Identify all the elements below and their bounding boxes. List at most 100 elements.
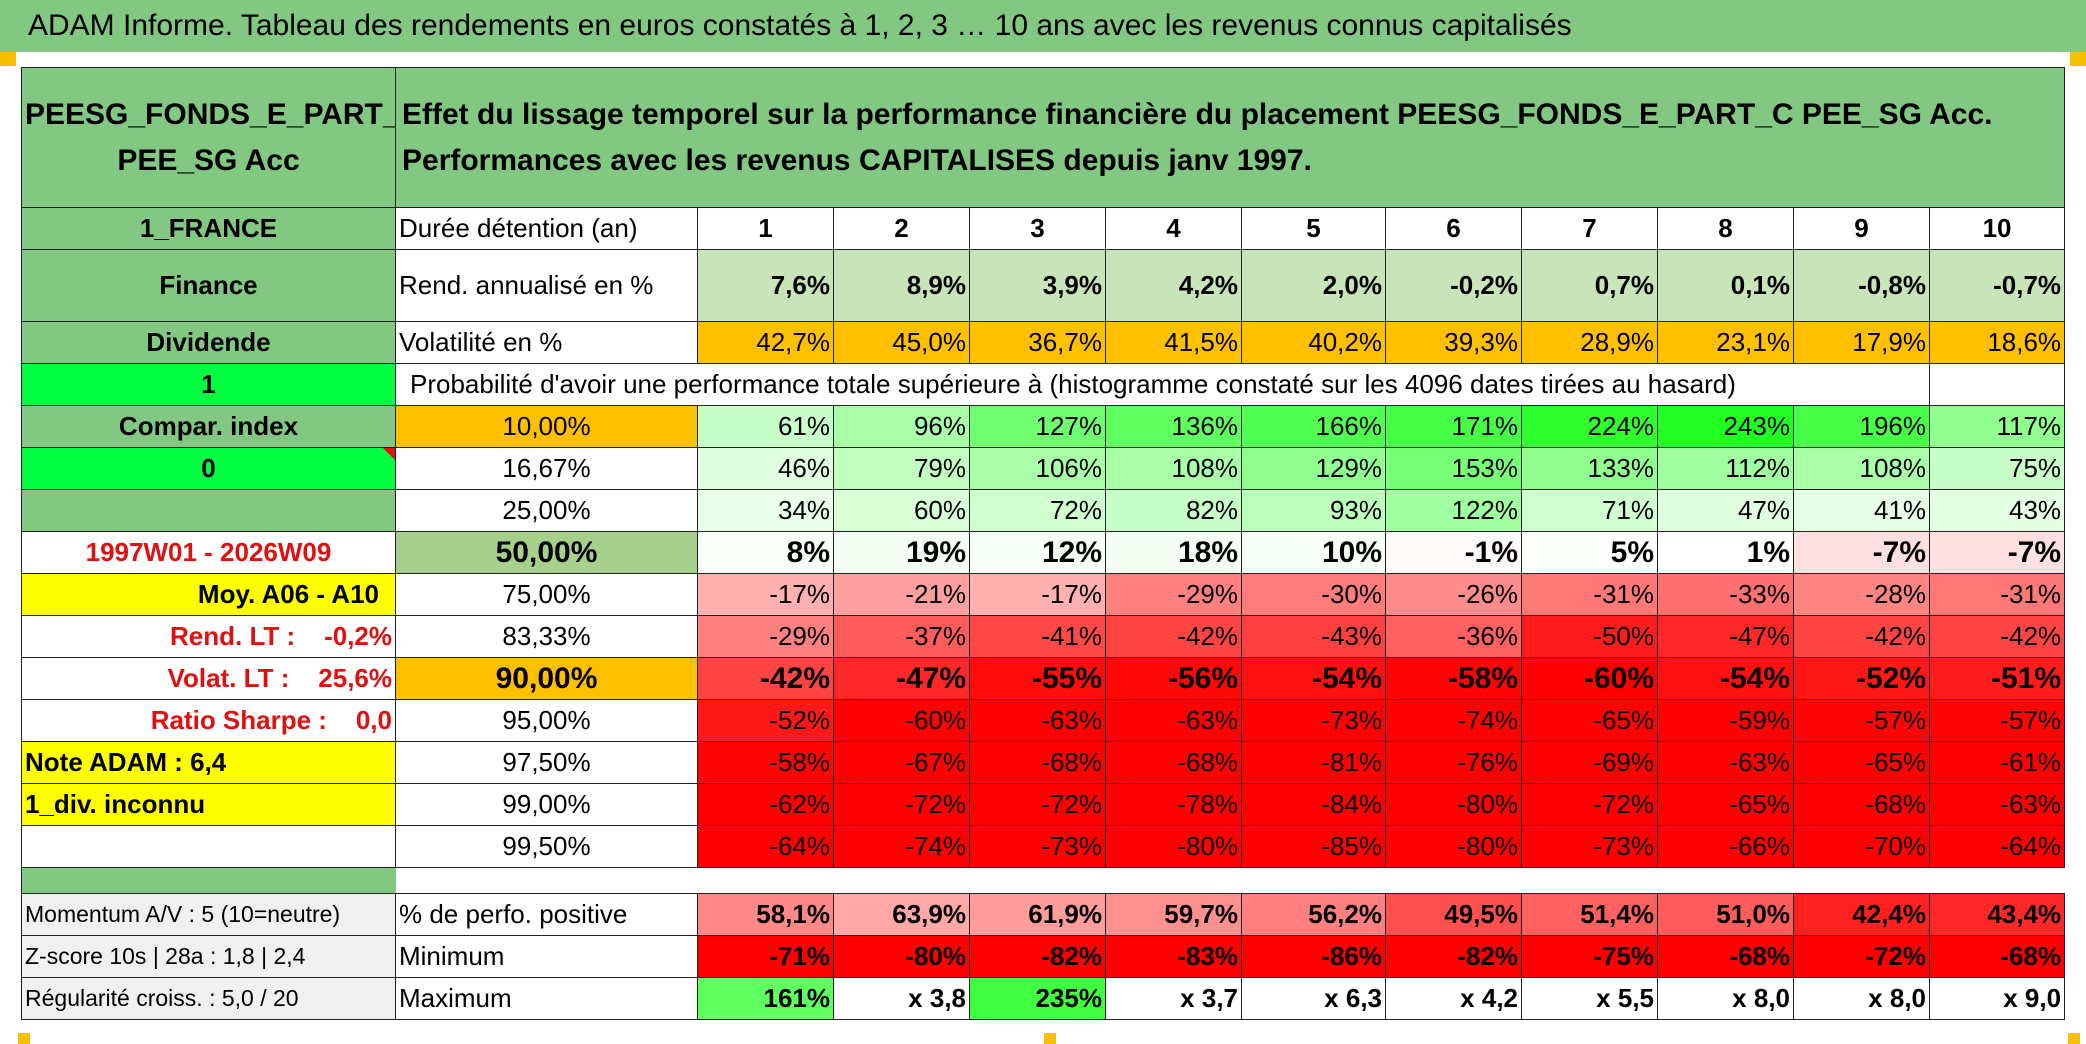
percentile-label: 83,33% xyxy=(395,615,698,658)
percentile-value: -72% xyxy=(833,783,970,826)
percentile-value: -65% xyxy=(1657,783,1794,826)
frame-marker-left xyxy=(0,52,16,66)
empty-cell xyxy=(21,825,396,868)
percentile-value: 112% xyxy=(1657,447,1794,490)
year-header-7: 7 xyxy=(1521,207,1658,250)
percentile-value: -52% xyxy=(1793,657,1930,700)
spacer xyxy=(396,868,2065,894)
percentile-label: 99,50% xyxy=(395,825,698,868)
percentile-value: -51% xyxy=(1928,657,2066,700)
positive-performance-7: 51,4% xyxy=(1521,893,1658,936)
percentile-label: 50,00% xyxy=(395,531,698,574)
percentile-value: -58% xyxy=(1385,657,1522,700)
annualized-return-6: -0,2% xyxy=(1385,249,1522,322)
percentile-value: -43% xyxy=(1241,615,1386,658)
fund-name: PEESG_FONDS_E_PART_C PEE_SG Acc xyxy=(21,67,396,208)
minimum-value-1: -71% xyxy=(697,935,834,978)
minimum-value-3: -82% xyxy=(969,935,1106,978)
volatility-value-7: 28,9% xyxy=(1521,321,1658,364)
percentile-value: -68% xyxy=(1105,741,1242,784)
minimum-value-7: -75% xyxy=(1521,935,1658,978)
maximum-value-9: x 8,0 xyxy=(1793,977,1930,1020)
minimum-value-10: -68% xyxy=(1928,935,2066,978)
percentile-value: -30% xyxy=(1241,573,1386,616)
percentile-label: 97,50% xyxy=(395,741,698,784)
regularity-indicator: Régularité croiss. : 5,0 / 20 xyxy=(21,977,396,1020)
frame-marker-bottom xyxy=(18,1033,30,1044)
momentum-indicator: Momentum A/V : 5 (10=neutre) xyxy=(21,893,396,936)
probability-caption: Probabilité d'avoir une performance tota… xyxy=(395,363,1930,406)
volatility-value-9: 17,9% xyxy=(1793,321,1930,364)
percentile-value: 12% xyxy=(969,531,1106,574)
percentile-value: -72% xyxy=(1521,783,1658,826)
percentile-value: -42% xyxy=(1105,615,1242,658)
percentile-value: 224% xyxy=(1521,405,1658,448)
percentile-value: -59% xyxy=(1657,699,1794,742)
percentile-value: 46% xyxy=(697,447,834,490)
percentile-label: 75,00% xyxy=(395,573,698,616)
percentile-value: -37% xyxy=(833,615,970,658)
positive-performance-6: 49,5% xyxy=(1385,893,1522,936)
percentile-value: -57% xyxy=(1793,699,1930,742)
report-title: ADAM Informe. Tableau des rendements en … xyxy=(0,0,2086,52)
percentile-label: 16,67% xyxy=(395,447,698,490)
percentile-value: -47% xyxy=(1657,615,1794,658)
percentile-value: 136% xyxy=(1105,405,1242,448)
minimum-label: Minimum xyxy=(395,935,698,978)
percentile-value: -58% xyxy=(697,741,834,784)
option-value-1[interactable]: 1 xyxy=(21,363,396,406)
percentile-value: 79% xyxy=(833,447,970,490)
positive-performance-2: 63,9% xyxy=(833,893,970,936)
maximum-value-4: x 3,7 xyxy=(1105,977,1242,1020)
percentile-value: -81% xyxy=(1241,741,1386,784)
annualized-return-2: 8,9% xyxy=(833,249,970,322)
volatility-value-1: 42,7% xyxy=(697,321,834,364)
percentile-value: -74% xyxy=(1385,699,1522,742)
annualized-return-label: Rend. annualisé en % xyxy=(395,249,698,322)
positive-performance-10: 43,4% xyxy=(1928,893,2066,936)
percentile-value: 1% xyxy=(1657,531,1794,574)
annualized-return-5: 2,0% xyxy=(1241,249,1386,322)
percentile-value: -66% xyxy=(1657,825,1794,868)
percentile-value: 8% xyxy=(697,531,834,574)
positive-performance-1: 58,1% xyxy=(697,893,834,936)
volatility-label: Volatilité en % xyxy=(395,321,698,364)
percentile-value: -84% xyxy=(1241,783,1386,826)
annualized-return-9: -0,8% xyxy=(1793,249,1930,322)
percentile-value: -1% xyxy=(1385,531,1522,574)
percentile-label: 99,00% xyxy=(395,783,698,826)
maximum-value-6: x 4,2 xyxy=(1385,977,1522,1020)
country-label: 1_FRANCE xyxy=(21,207,396,250)
sharpe-ratio: Ratio Sharpe : 0,0 xyxy=(21,699,396,742)
positive-performance-8: 51,0% xyxy=(1657,893,1794,936)
minimum-value-9: -72% xyxy=(1793,935,1930,978)
performance-table-container: PEESG_FONDS_E_PART_C PEE_SG Acc Effet du… xyxy=(21,67,2066,1020)
percentile-value: 61% xyxy=(697,405,834,448)
annualized-return-1: 7,6% xyxy=(697,249,834,322)
minimum-value-4: -83% xyxy=(1105,935,1242,978)
option-value-0[interactable]: 0 xyxy=(21,447,396,490)
maximum-value-1: 161% xyxy=(697,977,834,1020)
percentile-value: -72% xyxy=(969,783,1106,826)
percentile-value: 93% xyxy=(1241,489,1386,532)
percentile-value: 10% xyxy=(1241,531,1386,574)
percentile-value: -68% xyxy=(969,741,1106,784)
empty-green-cell xyxy=(21,489,396,532)
percentile-value: 243% xyxy=(1657,405,1794,448)
percentile-label: 25,00% xyxy=(395,489,698,532)
year-header-1: 1 xyxy=(697,207,834,250)
percentile-value: -54% xyxy=(1241,657,1386,700)
percentile-value: -64% xyxy=(1928,825,2066,868)
percentile-value: 82% xyxy=(1105,489,1242,532)
minimum-value-5: -86% xyxy=(1241,935,1386,978)
period-range: 1997W01 - 2026W09 xyxy=(21,531,396,574)
maximum-value-3: 235% xyxy=(969,977,1106,1020)
percentile-value: -17% xyxy=(969,573,1106,616)
positive-performance-9: 42,4% xyxy=(1793,893,1930,936)
percentile-label: 90,00% xyxy=(395,657,698,700)
percentile-value: -31% xyxy=(1928,573,2066,616)
percentile-value: 106% xyxy=(969,447,1106,490)
percentile-value: 60% xyxy=(833,489,970,532)
percentile-value: -63% xyxy=(969,699,1106,742)
maximum-value-7: x 5,5 xyxy=(1521,977,1658,1020)
